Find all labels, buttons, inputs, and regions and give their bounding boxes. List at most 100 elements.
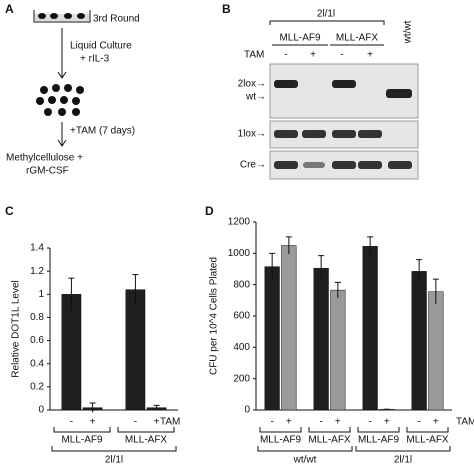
y-tick-label: 0: [244, 405, 250, 416]
error-bar: [153, 404, 160, 410]
colonies: [38, 13, 85, 19]
lane-label: +: [310, 50, 316, 61]
category-bracket: [357, 427, 400, 433]
y-tick-label: 0: [38, 405, 44, 416]
category-bracket: [117, 427, 175, 433]
panel-label: A: [5, 2, 14, 16]
bar: [411, 271, 427, 411]
genotype-label: 2l/1l: [317, 9, 335, 20]
y-tick-label: 200: [233, 373, 250, 384]
bracket: [269, 20, 385, 25]
arrow: [57, 28, 67, 79]
error-bar: [68, 277, 75, 311]
bar: [362, 246, 378, 411]
error-bar: [132, 274, 139, 305]
treatment-tick-label: -: [319, 417, 322, 428]
bar: [264, 266, 280, 411]
error-bar: [318, 255, 325, 281]
step-text: 3rd Round: [93, 14, 140, 25]
x-tick-label: MLL-AF9: [61, 435, 103, 446]
cells: [36, 84, 84, 116]
panel-label: C: [5, 204, 14, 218]
y-tick-label: 0.8: [30, 312, 44, 323]
treatment-label: TAM: [160, 417, 180, 428]
band: [332, 80, 356, 88]
error-bar: [367, 236, 374, 256]
error-bar: [416, 259, 423, 284]
band: [358, 161, 382, 169]
panel-label: B: [222, 2, 231, 16]
y-tick-label: 1.4: [30, 243, 44, 254]
bar: [281, 245, 297, 411]
y-tick-label: 1: [38, 289, 44, 300]
group-label: wt/wt: [293, 455, 317, 466]
bar: [428, 291, 444, 411]
bar: [330, 289, 346, 411]
band: [274, 161, 298, 169]
group-bracket: [355, 446, 451, 452]
error-bar: [269, 252, 276, 280]
treatment-tick-label: -: [70, 417, 73, 428]
step-text: + rIL-3: [80, 54, 110, 65]
band-label: wt→: [245, 92, 266, 103]
error-bar: [432, 278, 439, 305]
band: [358, 130, 382, 138]
error-bar: [89, 402, 96, 413]
dish-medium: [35, 14, 89, 21]
band: [386, 89, 412, 98]
group-label: 2l/1l: [105, 455, 123, 466]
treatment-tick-label: -: [417, 417, 420, 428]
bar: [61, 294, 82, 411]
group-label: MLL-AF9: [279, 33, 321, 44]
y-tick-label: 600: [233, 311, 250, 322]
band: [332, 161, 356, 169]
panel-label: D: [205, 204, 214, 218]
category-bracket: [406, 427, 449, 433]
treatment-label: TAM: [456, 417, 474, 428]
group-bracket: [51, 446, 177, 452]
band: [302, 130, 326, 138]
dish: [33, 10, 91, 23]
x-tick-label: MLL-AF9: [358, 435, 400, 446]
lane-label: +: [367, 50, 373, 61]
x-tick-label: MLL-AFX: [308, 435, 351, 446]
error-bar: [285, 236, 292, 255]
treatment-tick-label: -: [368, 417, 371, 428]
treatment-tick-label: +: [154, 417, 160, 428]
band-label: Cre→: [240, 160, 266, 171]
y-axis-label: CFU per 10^4 Cells Plated: [209, 257, 220, 375]
band-label: 1lox→: [238, 129, 266, 140]
x-tick-label: MLL-AFX: [406, 435, 449, 446]
treatment-tick-label: +: [90, 417, 96, 428]
treatment-label: TAM: [244, 50, 264, 61]
bar: [313, 267, 329, 411]
band: [388, 161, 412, 169]
y-tick-label: 400: [233, 342, 250, 353]
step-text: Liquid Culture: [70, 41, 132, 52]
treatment-tick-label: -: [270, 417, 273, 428]
y-tick-label: 1000: [228, 248, 251, 259]
error-bar: [334, 281, 341, 298]
y-tick-label: 0.6: [30, 335, 44, 346]
treatment-tick-label: +: [286, 417, 292, 428]
band: [274, 80, 298, 88]
band: [303, 162, 325, 168]
group-label: 2l/1l: [394, 455, 412, 466]
panel-a: A 3rd Round Liquid Culture + rIL-3 +TAM …: [5, 2, 140, 176]
x-tick-label: MLL-AFX: [125, 435, 168, 446]
step-text: +TAM (7 days): [70, 126, 135, 137]
lane-label: -: [284, 50, 287, 61]
treatment-tick-label: +: [335, 417, 341, 428]
group-bracket: [257, 446, 353, 452]
y-tick-label: 800: [233, 279, 250, 290]
category-bracket: [53, 427, 111, 433]
control-label: wt/wt: [403, 20, 414, 44]
band: [332, 130, 356, 138]
y-axis-label: Relative DOT1L Level: [11, 280, 22, 377]
y-tick-label: 1200: [228, 217, 251, 228]
x-tick-label: MLL-AF9: [260, 435, 302, 446]
treatment-tick-label: -: [134, 417, 137, 428]
category-bracket: [259, 427, 302, 433]
y-tick-label: 1.2: [30, 266, 44, 277]
